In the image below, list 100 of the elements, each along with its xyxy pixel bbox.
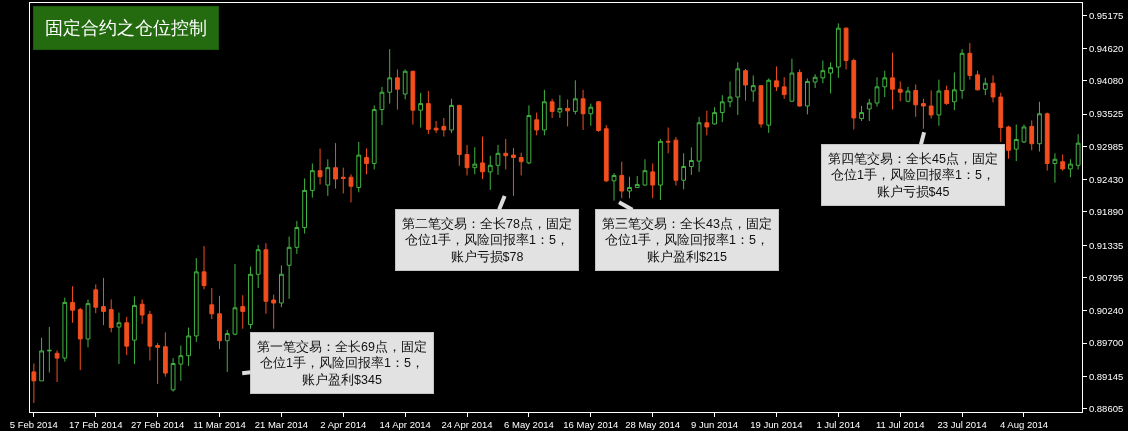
candlestick	[781, 76, 787, 100]
candlestick	[379, 86, 385, 126]
candlestick	[959, 48, 965, 100]
candlestick	[309, 162, 315, 199]
candlestick	[456, 104, 462, 167]
candlestick	[232, 263, 238, 336]
candlestick	[294, 220, 300, 255]
y-tick-label: 0.92985	[1088, 140, 1124, 152]
candlestick	[743, 68, 748, 102]
candlestick	[170, 357, 176, 393]
candlestick	[108, 298, 114, 333]
candlestick	[611, 172, 617, 202]
x-tick-label: 1 Jul 2014	[816, 419, 861, 431]
x-tick-label: 5 Feb 2014	[9, 419, 58, 431]
candlestick	[766, 77, 772, 134]
y-tick-label: 0.94080	[1088, 75, 1124, 87]
candlestick	[866, 98, 872, 122]
candlestick	[967, 42, 973, 81]
candlestick	[70, 285, 75, 324]
candlestick	[387, 48, 393, 105]
candlestick	[1006, 125, 1011, 160]
candlestick	[712, 106, 717, 126]
candlestick	[511, 147, 516, 197]
candlestick	[255, 244, 261, 289]
candlestick	[882, 70, 888, 98]
x-tick-label: 17 Feb 2014	[69, 419, 123, 431]
x-tick-label: 11 Mar 2014	[193, 419, 246, 431]
x-tick-label: 4 Aug 2014	[999, 419, 1049, 431]
candlestick	[124, 316, 130, 356]
candlestick	[696, 116, 702, 173]
candlestick	[31, 362, 37, 404]
candlestick	[565, 98, 570, 127]
candlestick	[704, 110, 710, 136]
y-tick-label: 0.92430	[1088, 173, 1124, 185]
candlestick	[132, 295, 137, 365]
candlestick	[425, 90, 431, 135]
annotation: 第四笔交易：全长45点，固定仓位1手，风险回报率1：5，账户亏损$45	[828, 151, 998, 199]
candlestick	[549, 98, 555, 119]
candlestick	[627, 176, 632, 199]
candlestick	[735, 61, 741, 116]
candlestick	[495, 144, 501, 176]
annotation: 第一笔交易：全长69点，固定仓位1手，风险回报率1：5，账户盈利$345	[257, 339, 427, 387]
x-tick-label: 16 May 2014	[563, 419, 619, 431]
candlestick	[975, 70, 980, 91]
candlestick	[433, 120, 439, 134]
candlestick	[758, 84, 764, 129]
candlestick	[572, 79, 578, 115]
candlestick	[286, 236, 292, 300]
candlestick	[681, 152, 687, 190]
candlestick	[224, 329, 230, 373]
candlestick	[62, 297, 68, 363]
candlestick	[518, 152, 524, 176]
candlestick	[317, 148, 323, 185]
candlestick	[634, 175, 640, 189]
candlestick	[93, 283, 99, 314]
candlestick	[928, 89, 934, 120]
candlestick	[139, 298, 145, 325]
candlestick	[1060, 154, 1066, 172]
candlestick	[665, 127, 671, 154]
candlestick	[951, 71, 957, 111]
candlestick	[356, 141, 362, 193]
candlestick	[874, 76, 880, 108]
candlestick	[982, 77, 988, 96]
text: 固定合约之仓位控制	[45, 18, 207, 38]
candlestick	[905, 86, 911, 103]
x-tick-label: 2 Apr 2014	[320, 419, 367, 431]
candlestick	[147, 310, 153, 361]
candlestick	[248, 265, 253, 330]
y-tick-label: 0.95175	[1088, 9, 1124, 21]
candlestick	[603, 124, 609, 183]
candlestick	[162, 331, 168, 378]
candlestick	[805, 77, 810, 115]
candlestick	[526, 104, 532, 165]
x-tick-label: 27 Feb 2014	[130, 419, 185, 431]
candlestick	[797, 68, 803, 108]
x-tick-label: 19 Jun 2014	[750, 419, 803, 431]
candlestick	[688, 146, 694, 176]
y-tick-label: 0.91890	[1088, 206, 1124, 218]
candlestick	[395, 68, 400, 111]
candlestick	[1037, 101, 1042, 153]
candlestick	[1029, 119, 1035, 151]
y-tick-label: 0.90240	[1088, 305, 1124, 317]
x-tick-label: 11 Jul 2014	[876, 419, 925, 431]
candlestick	[1075, 133, 1081, 170]
candlestick	[186, 327, 191, 367]
candlestick	[835, 22, 841, 79]
candlestick	[719, 94, 725, 123]
candlestick	[155, 342, 161, 385]
candlestick	[263, 242, 269, 315]
candlestick	[271, 294, 277, 330]
candlestick	[650, 162, 656, 199]
y-tick-label: 0.89145	[1088, 370, 1124, 382]
y-tick-label: 0.94620	[1088, 42, 1124, 54]
candlestick	[201, 245, 207, 290]
candlestick	[897, 80, 903, 102]
candlestick	[588, 103, 594, 127]
candlestick	[727, 80, 733, 108]
candlestick	[859, 105, 864, 122]
candlestick	[441, 117, 447, 138]
candlestick	[843, 27, 849, 70]
